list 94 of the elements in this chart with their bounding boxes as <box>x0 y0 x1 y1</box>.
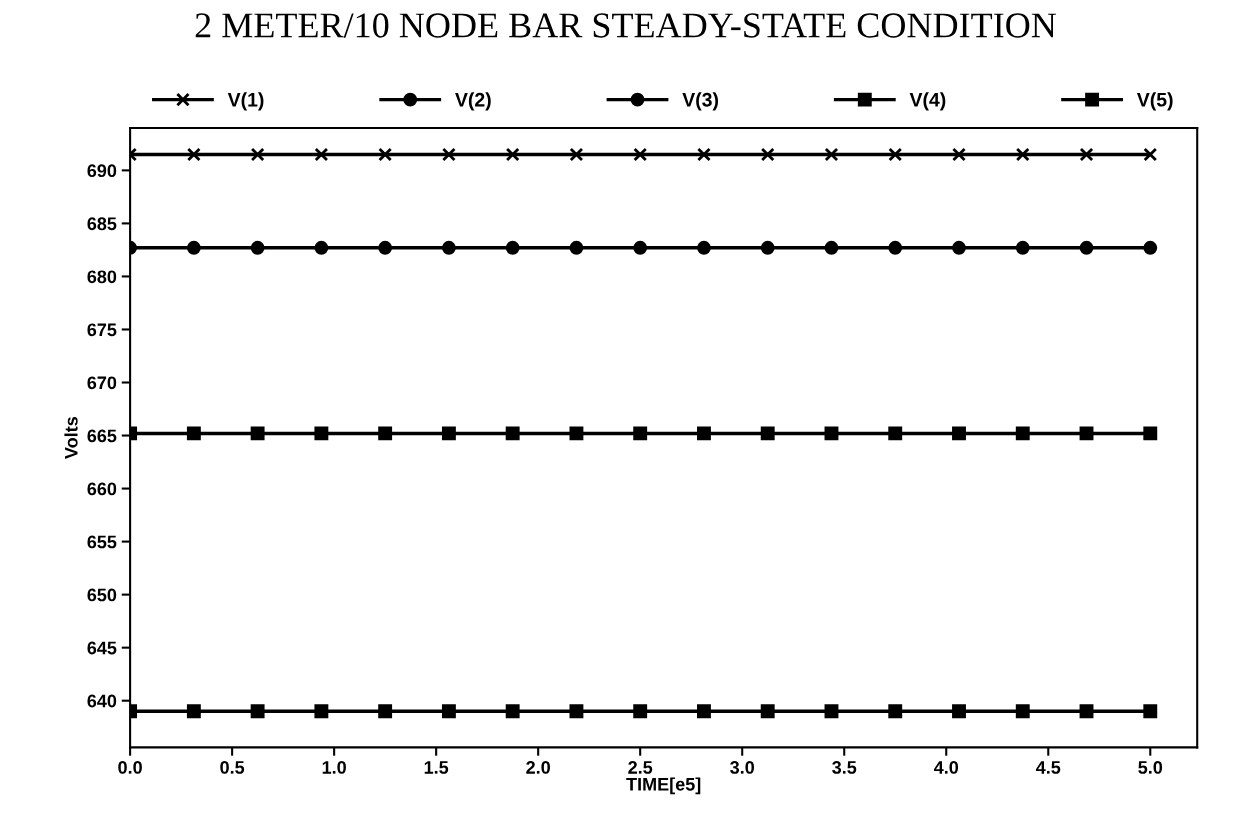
point <box>314 704 329 719</box>
legend-label: V(4) <box>909 92 946 111</box>
y-tick-label: 675 <box>87 323 117 337</box>
y-tick-label: 685 <box>87 217 117 231</box>
point <box>888 240 903 255</box>
point <box>250 704 265 719</box>
x-tick-label: 2.5 <box>628 761 653 774</box>
point <box>1015 426 1030 441</box>
point <box>186 240 201 255</box>
point <box>633 704 648 719</box>
point <box>378 147 393 162</box>
point <box>760 426 775 441</box>
y-tick-label: 655 <box>87 535 117 549</box>
point <box>505 240 520 255</box>
point <box>441 240 456 255</box>
x-tick-label: 1.5 <box>424 761 449 774</box>
point <box>633 426 648 441</box>
point <box>250 426 265 441</box>
point <box>1143 147 1158 162</box>
point <box>378 426 393 441</box>
point <box>314 240 329 255</box>
point <box>760 147 775 162</box>
point <box>441 147 456 162</box>
point <box>1015 704 1030 719</box>
point <box>186 426 201 441</box>
x-tick-label: 0.5 <box>220 761 245 774</box>
point <box>569 240 584 255</box>
point <box>569 704 584 719</box>
point <box>697 704 711 719</box>
point <box>1015 240 1030 255</box>
y-tick-label: 670 <box>87 376 117 390</box>
point <box>378 240 393 255</box>
point <box>314 147 329 162</box>
legend-label: V(2) <box>455 92 491 111</box>
point <box>952 704 966 719</box>
point <box>505 704 520 719</box>
point <box>505 147 520 162</box>
point <box>952 426 966 441</box>
point <box>697 426 711 441</box>
y-tick-label: 640 <box>87 694 117 708</box>
point <box>952 147 966 162</box>
x-tick-label: 2.0 <box>526 761 550 774</box>
y-tick-label: 645 <box>87 641 117 655</box>
point <box>569 147 584 162</box>
chart-title: 2 METER/10 NODE BAR STEADY-STATE CONDITION <box>195 13 1057 38</box>
point <box>888 704 903 719</box>
x-tick-label: 4.5 <box>1035 761 1061 774</box>
point <box>952 240 966 255</box>
y-axis-title: Volts <box>64 416 78 459</box>
point <box>441 704 456 719</box>
x-tick-label: 3.5 <box>832 761 857 774</box>
point <box>1079 426 1094 441</box>
point <box>633 147 648 162</box>
point <box>186 147 201 162</box>
point <box>888 426 903 441</box>
point <box>569 426 584 441</box>
point <box>441 426 456 441</box>
point <box>378 704 393 719</box>
y-tick-label: 690 <box>87 164 117 178</box>
x-tick-label: 4.0 <box>933 761 959 774</box>
point <box>250 240 265 255</box>
point <box>186 704 201 719</box>
point <box>824 147 839 162</box>
x-tick-label: 3.0 <box>730 761 755 774</box>
point <box>760 704 775 719</box>
point <box>697 147 711 162</box>
point <box>1143 240 1158 255</box>
y-tick-label: 680 <box>87 270 117 284</box>
point <box>824 240 839 255</box>
point <box>824 426 839 441</box>
x-tick-label: 5.0 <box>1138 761 1163 774</box>
y-tick-label: 650 <box>87 588 117 602</box>
legend-label: V(3) <box>682 92 718 111</box>
point <box>314 426 329 441</box>
point <box>1143 704 1158 719</box>
legend-label: V(5) <box>1136 92 1173 111</box>
point <box>1015 147 1030 162</box>
point <box>888 147 903 162</box>
point <box>697 240 711 255</box>
point <box>250 147 265 162</box>
legend-label: V(1) <box>227 92 264 111</box>
y-tick-label: 660 <box>87 482 117 496</box>
point <box>1079 704 1094 719</box>
point <box>633 240 648 255</box>
point <box>824 704 839 719</box>
point <box>1143 426 1158 441</box>
point <box>1079 147 1094 162</box>
point <box>760 240 775 255</box>
x-tick-label: 0.0 <box>118 761 142 774</box>
point <box>505 426 520 441</box>
point <box>1079 240 1094 255</box>
x-axis-title: TIME[e5] <box>626 777 701 795</box>
x-tick-label: 1.0 <box>322 761 346 774</box>
y-tick-label: 665 <box>87 429 117 443</box>
